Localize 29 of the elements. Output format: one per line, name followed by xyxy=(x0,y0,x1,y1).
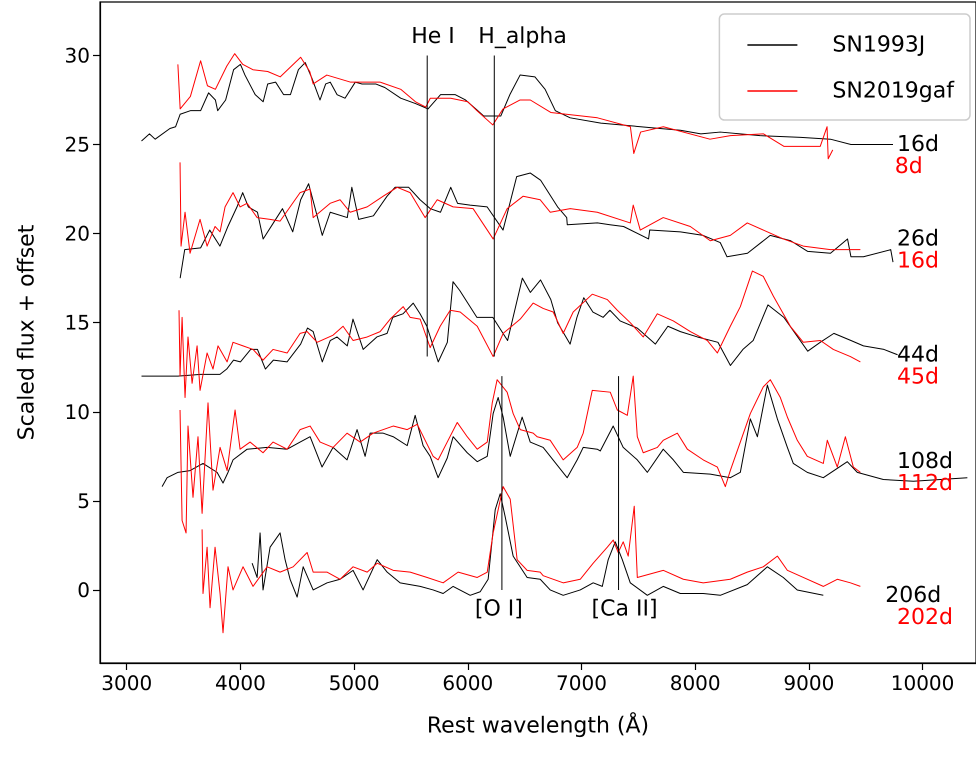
x-axis-title: Rest wavelength (Å) xyxy=(426,712,650,738)
annotation: He I xyxy=(411,24,455,49)
x-tick-label: 9000 xyxy=(783,671,834,695)
y-tick-label: 10 xyxy=(64,400,90,424)
legend-label: SN2019gaf xyxy=(832,78,956,104)
line-series xyxy=(180,376,861,534)
annotation: [O I] xyxy=(474,596,523,622)
annotation: H_alpha xyxy=(478,24,567,49)
annotation: [Ca II] xyxy=(592,596,658,622)
x-tick-label: 4000 xyxy=(214,671,266,695)
x-tick-label: 10000 xyxy=(890,671,954,695)
y-tick-label: 5 xyxy=(77,488,90,513)
y-axis-title: Scaled flux + offset xyxy=(14,224,40,440)
line-series xyxy=(177,53,834,160)
legend-label: SN1993J xyxy=(832,32,926,58)
y-tick-label: 0 xyxy=(77,578,90,602)
x-tick-label: 7000 xyxy=(556,671,607,695)
y-tick-label: 15 xyxy=(64,310,90,335)
y-tick-label: 20 xyxy=(64,222,90,246)
annotation: 108d xyxy=(897,449,953,474)
line-series xyxy=(180,162,861,254)
x-tick-label: 3000 xyxy=(101,671,152,695)
x-tick-label: 8000 xyxy=(670,671,721,695)
line-series xyxy=(202,486,861,634)
y-tick-label: 25 xyxy=(64,132,90,157)
x-tick-label: 6000 xyxy=(442,671,494,695)
y-tick-label: 30 xyxy=(64,43,90,68)
line-series xyxy=(178,270,861,398)
x-tick-label: 5000 xyxy=(328,671,380,695)
